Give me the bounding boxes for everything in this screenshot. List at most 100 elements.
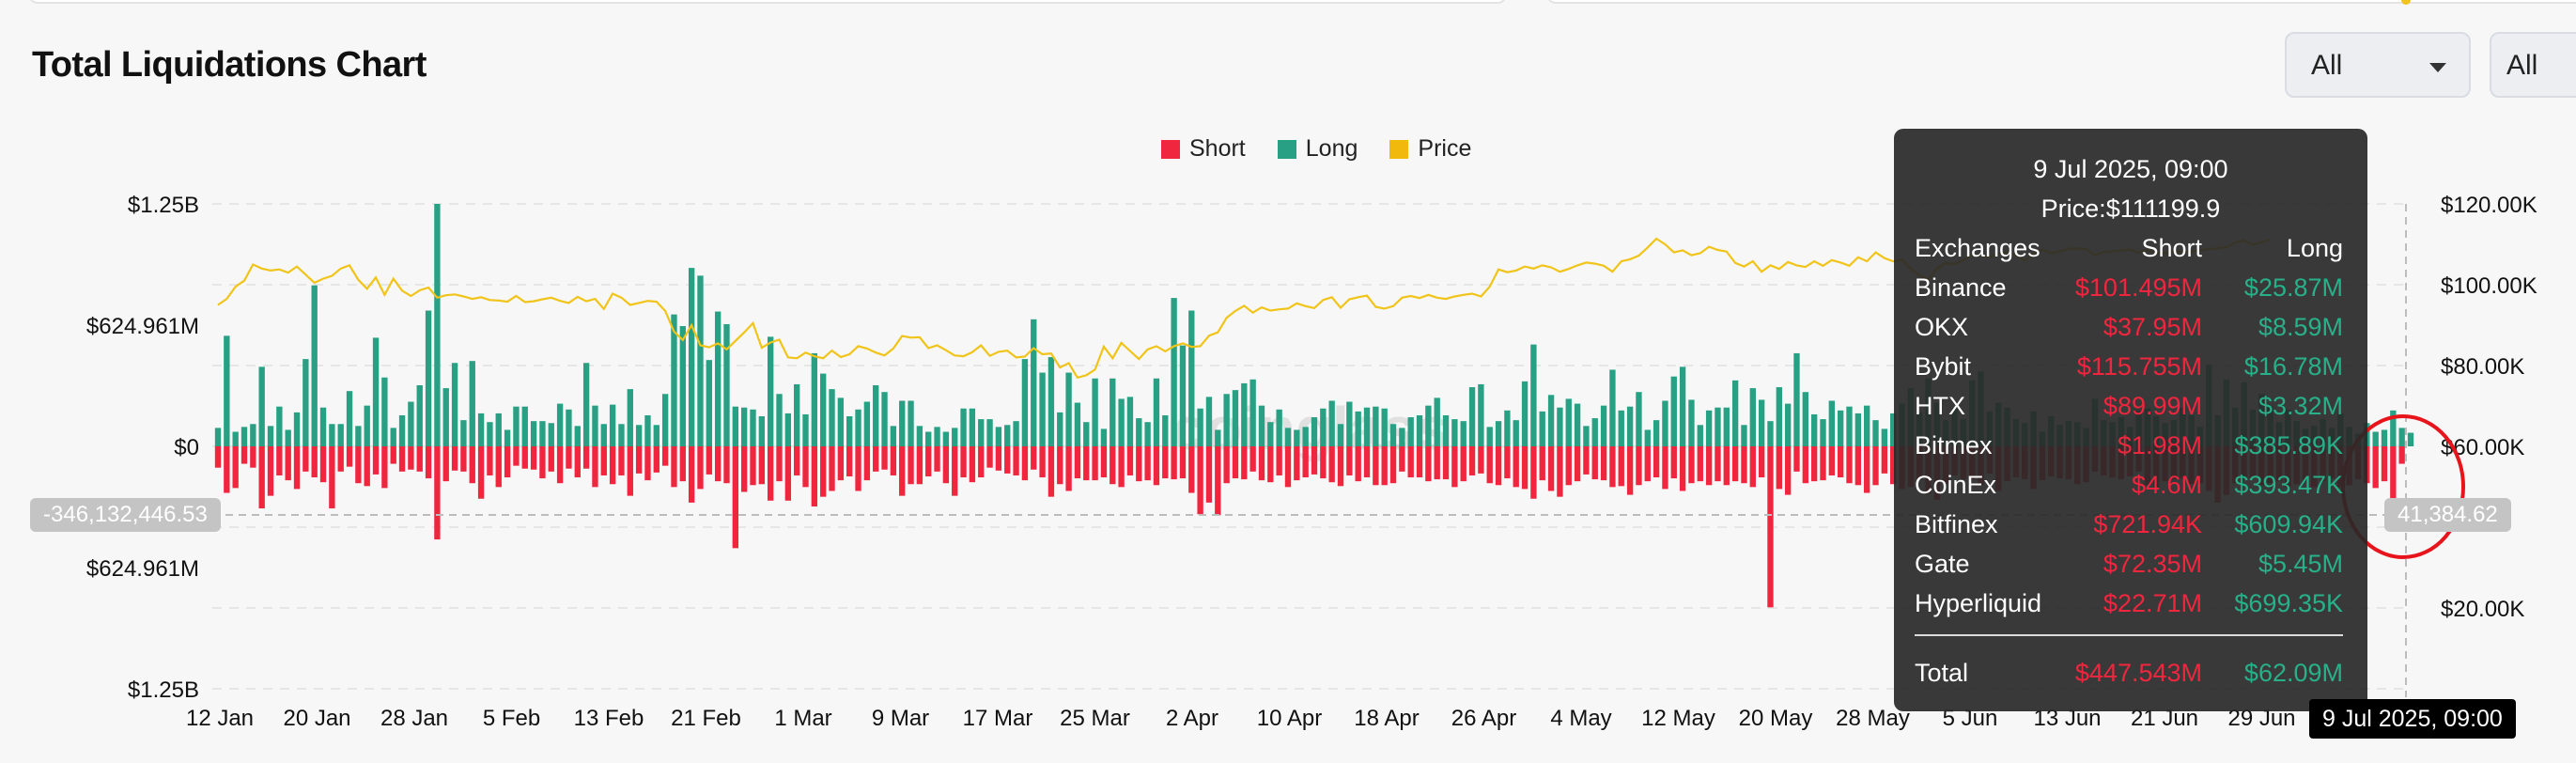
short-bar (1197, 446, 1203, 515)
tooltip-row-bybit: Bybit $115.755M $16.78M (1915, 352, 2343, 390)
long-bar (978, 419, 985, 446)
y-left-tick-label: $0 (174, 435, 199, 460)
short-bar (942, 446, 950, 484)
exchange-filter-select[interactable]: All (2285, 32, 2471, 98)
tooltip-long: $16.78M (2243, 352, 2343, 381)
tooltip-name: Bybit (1915, 352, 1972, 381)
short-bar (802, 446, 809, 488)
short-bar (1565, 446, 1572, 486)
short-bar (311, 446, 318, 478)
crosshair-y-label: -346,132,446.53 (30, 498, 221, 532)
short-bar (1110, 446, 1116, 485)
long-bar (1223, 394, 1230, 446)
long-bar (1679, 366, 1686, 446)
short-bar (1215, 446, 1221, 516)
short-bar (837, 446, 845, 481)
long-bar (767, 336, 774, 446)
short-bar (1793, 446, 1800, 472)
long-bar (1399, 428, 1405, 446)
long-bar (916, 426, 923, 446)
short-bar (1802, 446, 1808, 484)
long-bar (942, 431, 950, 446)
legend-swatch (1161, 139, 1180, 159)
long-bar (1644, 429, 1651, 446)
tooltip-short: $721.94K (2093, 510, 2202, 538)
tooltip-row-gate: Gate $72.35M $5.45M (1915, 550, 2343, 587)
legend-item-long[interactable]: Long (1277, 135, 1358, 163)
long-bar (1162, 414, 1169, 446)
short-bar (1118, 446, 1125, 488)
short-bar (1670, 446, 1677, 479)
long-bar (1723, 407, 1730, 446)
short-bar (1311, 446, 1318, 475)
x-tick-label: 12 May (1641, 706, 1715, 731)
short-bar (1715, 446, 1721, 482)
short-bar (1389, 446, 1397, 484)
x-tick-label: 13 Feb (574, 706, 644, 731)
short-bar (706, 446, 712, 475)
short-bar (820, 446, 827, 497)
long-bar (2381, 429, 2388, 446)
long-bar (1451, 419, 1458, 446)
short-bar (1126, 446, 1134, 475)
long-bar (1495, 421, 1502, 446)
long-bar (1346, 401, 1353, 446)
x-tick-label: 2 Apr (1166, 706, 1218, 731)
long-bar (1749, 388, 1756, 446)
long-bar (214, 428, 222, 446)
long-bar (1872, 420, 1879, 446)
long-bar (863, 401, 871, 446)
short-bar (750, 446, 756, 486)
long-bar (574, 426, 581, 446)
tooltip-short: $101.495M (2074, 273, 2202, 302)
legend-label: Short (1189, 135, 1246, 162)
short-bar (732, 446, 738, 549)
y-right-tick-label: $100.00K (2441, 273, 2537, 299)
long-bar (1863, 405, 1870, 446)
long-bar (1373, 406, 1379, 446)
long-bar (934, 427, 940, 446)
short-bar (995, 446, 1002, 471)
long-bar (1890, 413, 1897, 446)
long-bar (986, 419, 993, 446)
long-bar (1758, 399, 1765, 446)
short-bar (1626, 446, 1634, 495)
short-bar (1468, 446, 1476, 475)
short-bar (1013, 446, 1019, 475)
long-bar (1311, 417, 1318, 446)
short-bar (1153, 446, 1160, 486)
long-bar (706, 360, 712, 446)
short-bar (1162, 446, 1169, 479)
legend-item-price[interactable]: Price (1389, 135, 1471, 163)
short-bar (1031, 446, 1037, 470)
short-bar (934, 446, 940, 472)
long-bar (513, 406, 520, 446)
tooltip-row-bitmex: Bitmex $1.98M $385.89K (1915, 431, 2343, 469)
short-bar (293, 446, 301, 490)
tooltip-header-row: Exchanges Short Long (1915, 234, 2343, 272)
long-bar (539, 421, 546, 446)
short-bar (1249, 446, 1256, 472)
short-bar (1004, 446, 1011, 474)
symbol-filter-select[interactable]: All ⌃⌄ (2490, 32, 2576, 98)
short-bar (1021, 446, 1029, 481)
long-bar (1697, 425, 1703, 446)
short-bar (811, 446, 818, 506)
legend-item-short[interactable]: Short (1161, 135, 1246, 163)
long-bar (1179, 345, 1187, 446)
long-bar (1705, 410, 1713, 446)
legend-swatch (1277, 139, 1296, 159)
short-bar (600, 446, 607, 475)
tooltip-long: $25.87M (2243, 273, 2343, 302)
short-bar (1047, 446, 1055, 497)
long-bar (1328, 400, 1335, 446)
long-bar (1065, 372, 1072, 446)
short-bar (1478, 446, 1484, 474)
long-bar (1232, 390, 1239, 446)
tooltip-short: $89.99M (2103, 392, 2202, 420)
long-bar (442, 388, 449, 446)
short-bar (1767, 446, 1774, 608)
long-bar (829, 389, 835, 446)
long-bar (425, 310, 432, 446)
symbol-filter-value: All (2506, 50, 2538, 81)
